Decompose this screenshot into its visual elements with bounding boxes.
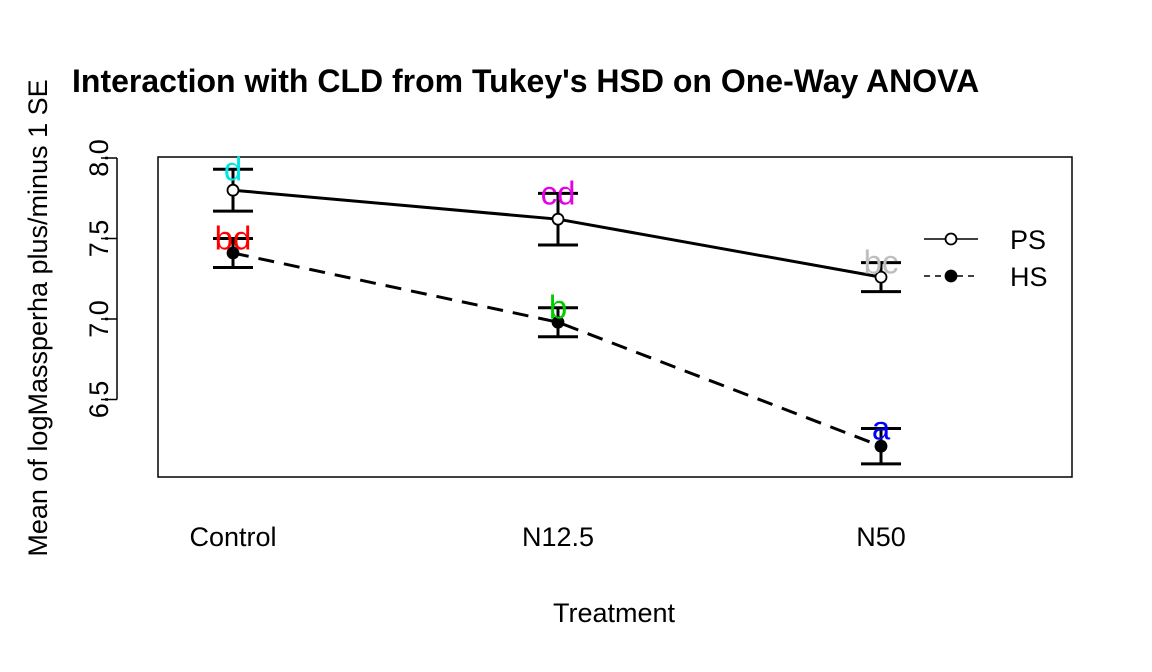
legend-marker-ps (944, 232, 958, 246)
legend: PS HS (924, 225, 1048, 292)
y-tick-label: 8.0 (84, 139, 114, 177)
data-point-hs (551, 315, 565, 329)
y-tick-label: 7.5 (84, 220, 114, 258)
plot-frame (157, 156, 1073, 478)
y-tick-label: 6.5 (84, 381, 114, 419)
cld-letter: b (549, 289, 567, 326)
cld-letter: cd (541, 174, 576, 211)
data-point-hs (226, 246, 240, 260)
legend-marker-hs (944, 269, 958, 283)
x-axis: Control N12.5 N50 (189, 522, 905, 552)
y-axis: 6.5 7.0 7.5 8.0 (84, 139, 118, 419)
cld-letter: d (224, 150, 242, 187)
series-layer: d cd bc bd b a (213, 150, 901, 466)
cld-letter: bd (215, 220, 252, 257)
series-line-hs (232, 251, 882, 448)
x-tick-label: Control (189, 522, 276, 552)
chart-title: Interaction with CLD from Tukey's HSD on… (72, 63, 979, 99)
legend-label: HS (1010, 262, 1048, 292)
data-point-ps (874, 270, 888, 284)
cld-letter: bc (864, 244, 899, 281)
data-point-ps (551, 212, 565, 226)
data-point-ps (226, 183, 240, 197)
legend-label: PS (1010, 225, 1046, 255)
x-tick-label: N12.5 (522, 522, 594, 552)
x-tick-label: N50 (856, 522, 906, 552)
x-axis-label: Treatment (553, 598, 676, 628)
y-tick-label: 7.0 (84, 300, 114, 338)
cld-letter: a (872, 409, 891, 446)
y-axis-label: Mean of logMassperha plus/minus 1 SE (23, 79, 53, 556)
data-point-hs (874, 439, 888, 453)
